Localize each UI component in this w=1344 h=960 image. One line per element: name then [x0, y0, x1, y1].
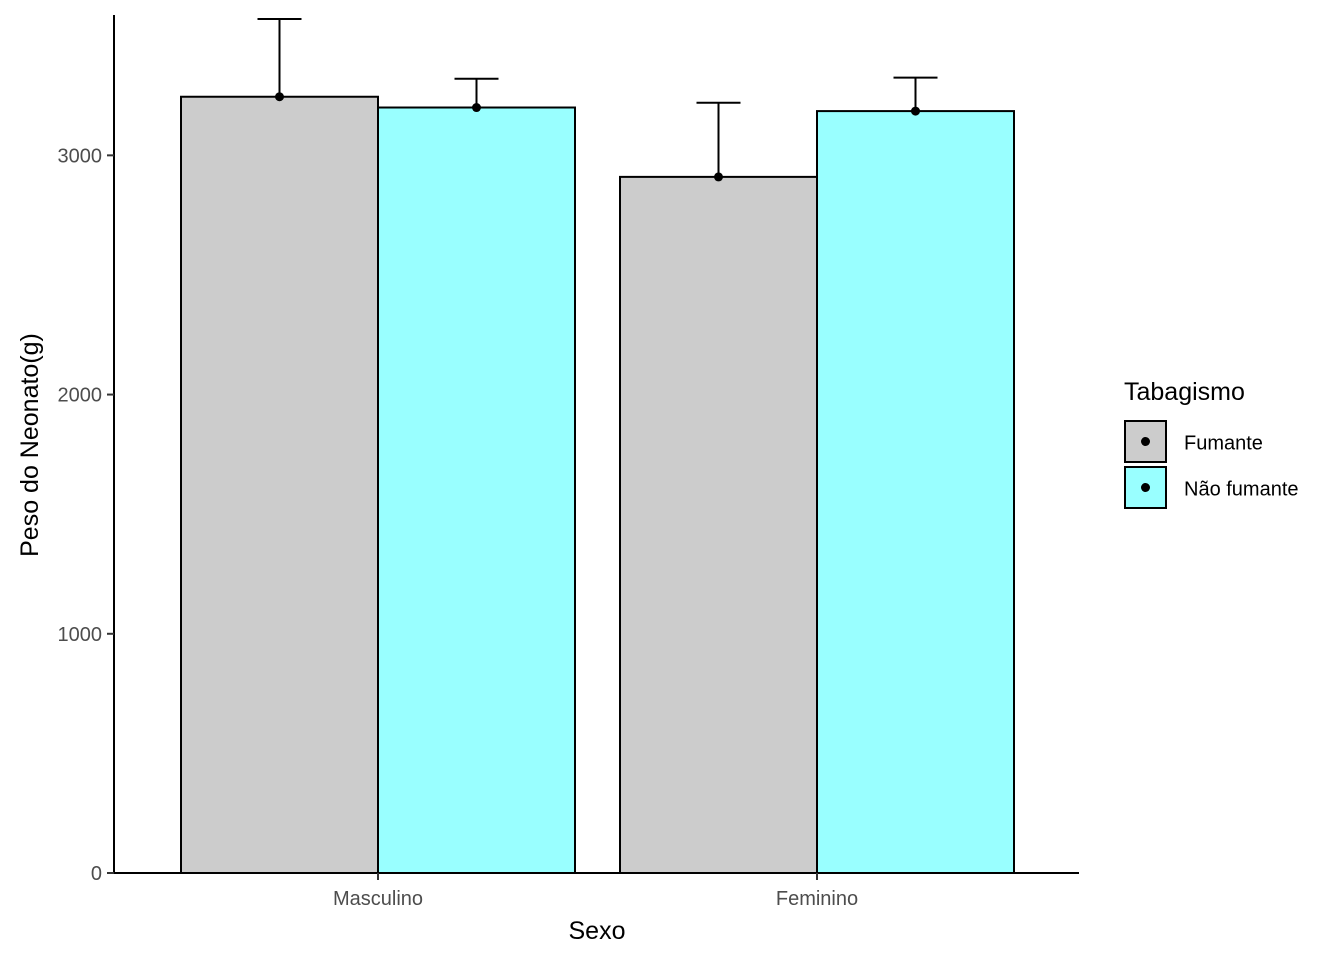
x-axis-title: Sexo [569, 917, 626, 945]
plot-area [180, 18, 1015, 875]
bar [180, 95, 379, 874]
y-tick-label: 0 [91, 863, 102, 885]
bar [377, 106, 576, 874]
legend-key-point [1141, 437, 1150, 446]
y-axis-title: Peso do Neonato(g) [16, 333, 44, 557]
legend-key-point [1141, 483, 1150, 492]
mean-point [472, 103, 481, 113]
mean-point [714, 172, 723, 182]
axes: 0 1000 2000 3000 Masculino Feminino [58, 15, 1079, 910]
legend: Tabagismo Fumante Não fumante [1124, 378, 1299, 509]
mean-point [275, 92, 284, 102]
x-tick-label: Feminino [776, 888, 858, 910]
y-tick-label: 1000 [58, 624, 103, 646]
mean-point [911, 106, 920, 116]
y-tick-label: 3000 [58, 145, 103, 167]
bar [619, 175, 818, 875]
bar [816, 110, 1015, 875]
y-tick-label: 2000 [58, 385, 103, 407]
x-tick-label: Masculino [333, 888, 423, 910]
legend-label: Não fumante [1184, 479, 1299, 501]
legend-label: Fumante [1184, 433, 1263, 455]
legend-title: Tabagismo [1124, 378, 1245, 406]
